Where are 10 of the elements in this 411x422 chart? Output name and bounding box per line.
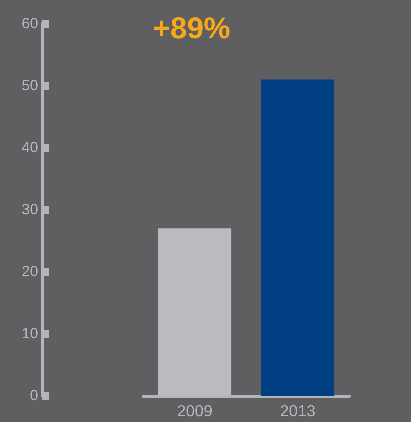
x-tick-label: 2009 bbox=[177, 404, 213, 420]
y-tick-label: 20 bbox=[22, 264, 38, 280]
annotation: +89% bbox=[153, 12, 231, 46]
y-tick-label: 60 bbox=[22, 16, 38, 32]
y-tick-label: 10 bbox=[22, 326, 38, 342]
y-tick-label: 40 bbox=[22, 140, 38, 156]
x-tick-label: 2013 bbox=[280, 404, 316, 420]
y-tick-label: 0 bbox=[30, 388, 38, 404]
y-tick-label: 30 bbox=[22, 202, 38, 218]
y-tick-label: 50 bbox=[22, 78, 38, 94]
